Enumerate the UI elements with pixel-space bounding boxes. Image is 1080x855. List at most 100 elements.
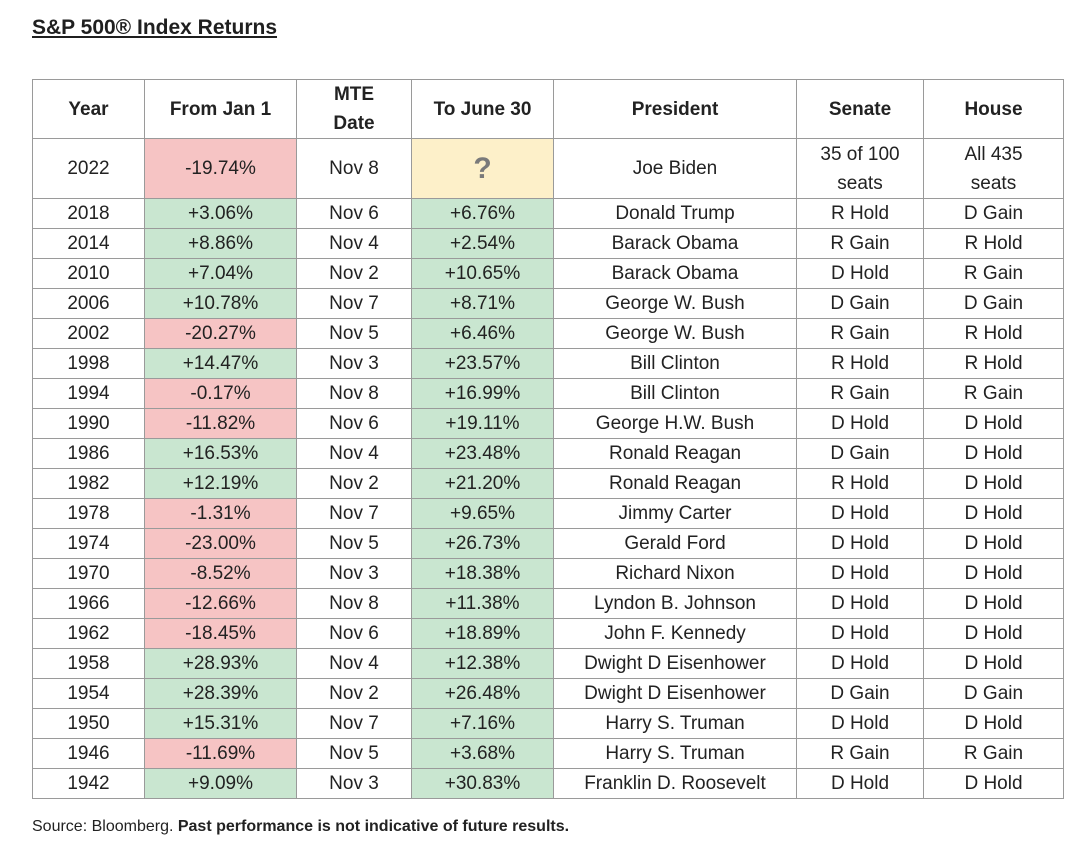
president-cell: Harry S. Truman [553, 738, 797, 769]
ytd-return-cell: -20.27% [144, 318, 297, 349]
president-cell: George H.W. Bush [553, 408, 797, 439]
h1-return-cell: +11.38% [411, 588, 554, 619]
h1-return-cell: +9.65% [411, 498, 554, 529]
table-row: 1982 +12.19% Nov 2 +21.20% Ronald Reagan R Ho… [32, 468, 1064, 499]
h1-return-cell: +26.48% [411, 678, 554, 709]
senate-cell: R Hold [796, 468, 924, 499]
ytd-return-cell: -11.82% [144, 408, 297, 439]
header-cell: House [923, 79, 1064, 139]
election-date-cell: Nov 5 [296, 318, 412, 349]
h1-return-cell: +16.99% [411, 378, 554, 409]
election-date-cell: Nov 4 [296, 648, 412, 679]
election-date-cell: Nov 2 [296, 678, 412, 709]
election-date-cell: Nov 3 [296, 558, 412, 589]
returns-table: Year From Jan 1 MTE Date To June 30 Presiden… [32, 79, 1064, 799]
president-cell: Ronald Reagan [553, 438, 797, 469]
house-cell: D Gain [923, 678, 1064, 709]
house-cell: D Hold [923, 708, 1064, 739]
table-row: 1986 +16.53% Nov 4 +23.48% Ronald Reagan D Ga… [32, 438, 1064, 469]
year-cell: 1982 [32, 468, 145, 499]
ytd-return-cell: -1.31% [144, 498, 297, 529]
senate-cell: D Hold [796, 528, 924, 559]
ytd-return-cell: +14.47% [144, 348, 297, 379]
house-cell: D Hold [923, 618, 1064, 649]
election-date-cell: Nov 5 [296, 528, 412, 559]
table-head: Year From Jan 1 MTE Date To June 30 Presiden… [32, 79, 1064, 139]
ytd-return-cell: -0.17% [144, 378, 297, 409]
disclaimer: Past performance is not indicative of fu… [177, 818, 570, 835]
year-cell: 1954 [32, 678, 145, 709]
president-cell: Joe Biden [553, 138, 797, 199]
table-row: 1998 +14.47% Nov 3 +23.57% Bill Clinton R Hol… [32, 348, 1064, 379]
election-date-cell: Nov 2 [296, 258, 412, 289]
senate-cell: R Gain [796, 378, 924, 409]
house-cell: D Hold [923, 408, 1064, 439]
h1-return-cell: +30.83% [411, 768, 554, 799]
ytd-return-cell: +28.93% [144, 648, 297, 679]
president-cell: Ronald Reagan [553, 468, 797, 499]
table-row: 2006 +10.78% Nov 7 +8.71% George W. Bush D Ga… [32, 288, 1064, 319]
header-cell: From Jan 1 [144, 79, 297, 139]
table-row: 1974 -23.00% Nov 5 +26.73% Gerald Ford D Hold… [32, 528, 1064, 559]
header-cell: President [553, 79, 797, 139]
title: S&P 500® Index Returns [32, 16, 278, 39]
election-date-cell: Nov 4 [296, 438, 412, 469]
table-row: 2002 -20.27% Nov 5 +6.46% George W. Bush R Ga… [32, 318, 1064, 349]
table-row: 1954 +28.39% Nov 2 +26.48% Dwight D Eisenhow… [32, 678, 1064, 709]
senate-cell: R Hold [796, 198, 924, 229]
h1-return-cell: +10.65% [411, 258, 554, 289]
table-row: 1990 -11.82% Nov 6 +19.11% George H.W. Bush D… [32, 408, 1064, 439]
house-cell: R Hold [923, 228, 1064, 259]
election-date-cell: Nov 8 [296, 378, 412, 409]
senate-cell: 35 of 100 seats [796, 138, 924, 199]
election-date-cell: Nov 3 [296, 768, 412, 799]
election-date-cell: Nov 2 [296, 468, 412, 499]
h1-return-cell: +3.68% [411, 738, 554, 769]
election-date-cell: Nov 5 [296, 738, 412, 769]
year-cell: 1974 [32, 528, 145, 559]
president-cell: Jimmy Carter [553, 498, 797, 529]
year-cell: 1998 [32, 348, 145, 379]
house-cell: D Hold [923, 558, 1064, 589]
table-row: 1994 -0.17% Nov 8 +16.99% Bill Clinton R Gain… [32, 378, 1064, 409]
ytd-return-cell: -8.52% [144, 558, 297, 589]
house-cell: R Hold [923, 348, 1064, 379]
house-cell: R Gain [923, 738, 1064, 769]
ytd-return-cell: +12.19% [144, 468, 297, 499]
house-cell: D Hold [923, 468, 1064, 499]
ytd-return-cell: +16.53% [144, 438, 297, 469]
header-row: Year From Jan 1 MTE Date To June 30 Presiden… [32, 79, 1064, 139]
house-cell: D Gain [923, 288, 1064, 319]
year-cell: 2002 [32, 318, 145, 349]
election-date-cell: Nov 6 [296, 198, 412, 229]
ytd-return-cell: -11.69% [144, 738, 297, 769]
year-cell: 2022 [32, 138, 145, 199]
senate-cell: R Hold [796, 348, 924, 379]
source-line: Source: Bloomberg. Past performance is n… [32, 818, 569, 836]
table-row: 2022 -19.74% Nov 8? Joe Biden 35 of 100 seat… [32, 138, 1064, 199]
president-cell: Dwight D Eisenhower [553, 648, 797, 679]
header-cell: Year [32, 79, 145, 139]
h1-return-cell: +23.48% [411, 438, 554, 469]
year-cell: 1994 [32, 378, 145, 409]
ytd-return-cell: -12.66% [144, 588, 297, 619]
year-cell: 1990 [32, 408, 145, 439]
election-date-cell: Nov 7 [296, 288, 412, 319]
table-row: 1950 +15.31% Nov 7 +7.16% Harry S. Truman D H… [32, 708, 1064, 739]
senate-cell: D Hold [796, 258, 924, 289]
president-cell: Bill Clinton [553, 348, 797, 379]
house-cell: D Hold [923, 498, 1064, 529]
ytd-return-cell: +10.78% [144, 288, 297, 319]
election-date-cell: Nov 8 [296, 588, 412, 619]
h1-return-cell: +7.16% [411, 708, 554, 739]
president-cell: Bill Clinton [553, 378, 797, 409]
table-row: 1978 -1.31% Nov 7 +9.65% Jimmy Carter D Hold D… [32, 498, 1064, 529]
election-date-cell: Nov 6 [296, 408, 412, 439]
senate-cell: D Hold [796, 708, 924, 739]
election-date-cell: Nov 4 [296, 228, 412, 259]
senate-cell: D Hold [796, 558, 924, 589]
ytd-return-cell: +15.31% [144, 708, 297, 739]
header-cell: MTE Date [296, 79, 412, 139]
